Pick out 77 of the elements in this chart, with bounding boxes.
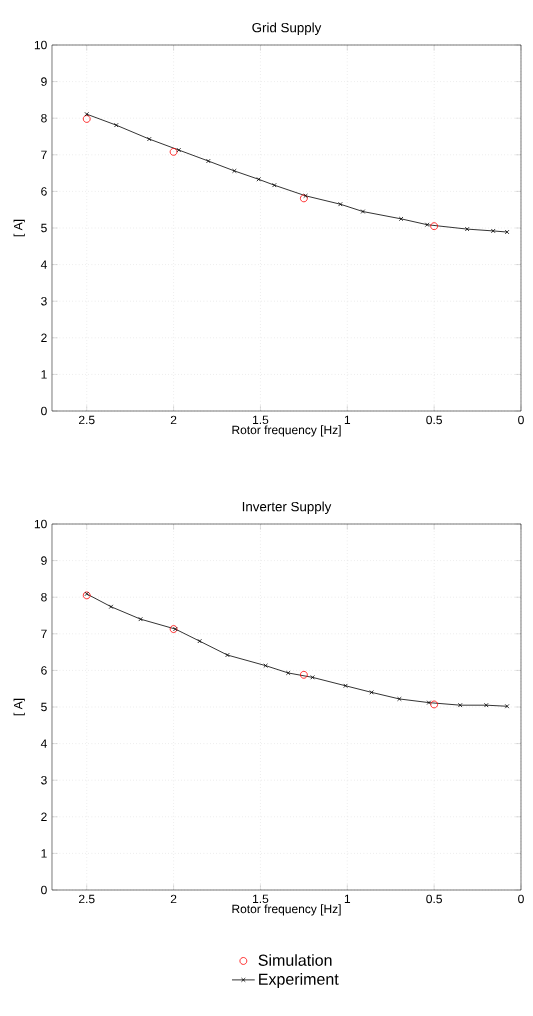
point (82, 115, 91, 123)
point (430, 700, 439, 709)
point (206, 158, 211, 164)
point (146, 136, 152, 142)
point (300, 670, 308, 679)
y-tick-label: 8 (41, 113, 47, 123)
point (303, 193, 308, 199)
y-tick-label: 0 (41, 885, 47, 895)
y-tick-label: 9 (41, 556, 47, 565)
chart-title: Inverter Supply (242, 501, 332, 514)
x-tick-label: 0 (518, 894, 524, 904)
point (398, 216, 404, 222)
y-tick-label: 3 (41, 775, 47, 785)
point (232, 168, 237, 174)
y-tick-label: 6 (41, 187, 47, 196)
point (310, 675, 315, 680)
point (430, 222, 439, 231)
x-tick-label: 1 (344, 894, 351, 903)
point (138, 616, 143, 622)
point (169, 148, 178, 156)
y-tick-label: 1 (41, 370, 47, 379)
point (225, 652, 230, 658)
y-tick-label: 0 (41, 406, 47, 416)
y-tick-label: 2 (41, 333, 47, 342)
x-axis-title: Rotor frequency [Hz] (232, 904, 341, 916)
x-axis-title: Rotor frequency [Hz] (232, 425, 341, 437)
y-axis-title: [ A] (13, 219, 25, 237)
x-tick-label: 1.5 (253, 894, 269, 904)
y-tick-label: 9 (41, 77, 47, 86)
y-tick-label: 10 (34, 519, 47, 529)
point (424, 222, 430, 227)
point (490, 228, 496, 234)
y-tick-label: 3 (41, 296, 47, 306)
y-tick-label: 6 (41, 666, 47, 675)
x-tick-label: 2.5 (79, 894, 95, 904)
point (457, 702, 463, 708)
y-tick-label: 5 (41, 223, 47, 233)
y-tick-label: 4 (40, 739, 47, 748)
point (285, 670, 291, 676)
y-tick-label: 4 (40, 260, 47, 269)
point (173, 626, 178, 632)
y-tick-label: 1 (41, 849, 47, 858)
x-tick-label: 0.5 (426, 894, 442, 904)
y-tick-label: 8 (41, 592, 47, 602)
point (169, 625, 178, 633)
point (338, 201, 343, 207)
point (256, 177, 261, 182)
x-tick-label: 2 (170, 415, 177, 425)
point (108, 604, 114, 610)
x-tick-label: 1 (344, 415, 351, 424)
x-tick-label: 2.5 (79, 415, 95, 425)
point (343, 683, 348, 689)
point (300, 194, 308, 203)
point (272, 182, 277, 188)
legend-label: Simulation (258, 954, 332, 966)
x-tick-label: 0.5 (426, 415, 442, 425)
x-tick-label: 2 (170, 894, 177, 904)
y-tick-label: 2 (41, 812, 47, 821)
chart-title: Grid Supply (252, 22, 322, 35)
point (176, 147, 182, 153)
x-tick-label: 0 (518, 415, 524, 425)
point (483, 702, 489, 708)
y-tick-label: 5 (41, 702, 47, 712)
point (197, 638, 202, 644)
y-tick-label: 7 (41, 629, 47, 638)
y-axis-title: [ A] (13, 698, 25, 716)
point (263, 663, 268, 668)
y-tick-label: 10 (34, 40, 47, 50)
legend-label: Experiment (259, 973, 339, 989)
point (397, 696, 402, 702)
point (369, 690, 374, 695)
point (360, 209, 366, 214)
point (464, 226, 470, 232)
point (426, 700, 432, 705)
point (113, 122, 119, 128)
x-tick-label: 1.5 (253, 415, 269, 425)
y-tick-label: 7 (41, 150, 47, 159)
